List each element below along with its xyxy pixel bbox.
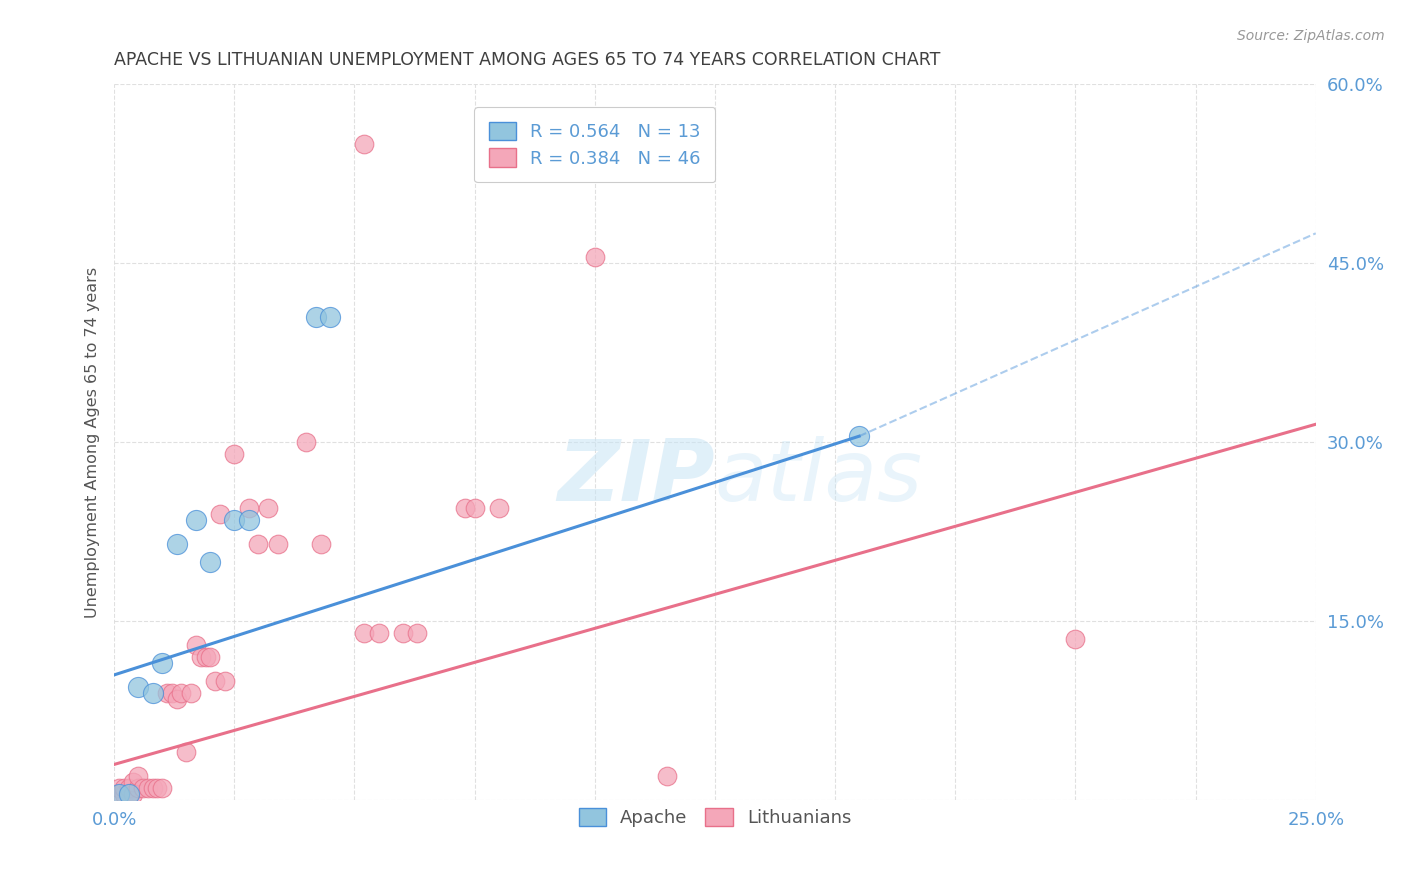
Legend: Apache, Lithuanians: Apache, Lithuanians bbox=[571, 800, 859, 834]
Point bbox=[367, 626, 389, 640]
Point bbox=[309, 536, 332, 550]
Point bbox=[238, 500, 260, 515]
Point bbox=[156, 686, 179, 700]
Point bbox=[132, 781, 155, 796]
Point bbox=[319, 310, 342, 324]
Point bbox=[117, 781, 139, 796]
Point bbox=[122, 787, 145, 801]
Point bbox=[295, 435, 318, 450]
Point bbox=[266, 536, 288, 550]
Point bbox=[464, 500, 486, 515]
Point bbox=[127, 781, 149, 796]
Point bbox=[108, 781, 131, 796]
Point bbox=[583, 250, 606, 264]
Text: atlas: atlas bbox=[716, 436, 922, 519]
Point bbox=[200, 555, 222, 569]
Text: Source: ZipAtlas.com: Source: ZipAtlas.com bbox=[1237, 29, 1385, 43]
Point bbox=[174, 746, 197, 760]
Text: ZIP: ZIP bbox=[557, 436, 716, 519]
Point bbox=[184, 638, 207, 652]
Point bbox=[305, 310, 328, 324]
Point bbox=[190, 650, 212, 665]
Point bbox=[108, 787, 131, 801]
Point bbox=[238, 513, 260, 527]
Point bbox=[112, 787, 135, 801]
Y-axis label: Unemployment Among Ages 65 to 74 years: Unemployment Among Ages 65 to 74 years bbox=[86, 267, 100, 618]
Point bbox=[117, 787, 139, 801]
Text: APACHE VS LITHUANIAN UNEMPLOYMENT AMONG AGES 65 TO 74 YEARS CORRELATION CHART: APACHE VS LITHUANIAN UNEMPLOYMENT AMONG … bbox=[114, 51, 941, 69]
Point bbox=[112, 781, 135, 796]
Point bbox=[166, 691, 188, 706]
Point bbox=[257, 500, 280, 515]
Point bbox=[180, 686, 202, 700]
Point bbox=[353, 626, 375, 640]
Point bbox=[200, 650, 222, 665]
Point bbox=[247, 536, 270, 550]
Point bbox=[142, 781, 165, 796]
Point bbox=[224, 513, 246, 527]
Point bbox=[406, 626, 429, 640]
Point bbox=[127, 769, 149, 783]
Point bbox=[117, 787, 139, 801]
Point bbox=[208, 507, 231, 521]
Point bbox=[488, 500, 510, 515]
Point bbox=[142, 686, 165, 700]
Point bbox=[150, 656, 173, 670]
Point bbox=[848, 429, 870, 443]
Point bbox=[184, 513, 207, 527]
Point bbox=[194, 650, 217, 665]
Point bbox=[204, 673, 226, 688]
Point bbox=[454, 500, 477, 515]
Point bbox=[214, 673, 236, 688]
Point bbox=[353, 136, 375, 151]
Point bbox=[655, 769, 678, 783]
Point bbox=[150, 781, 173, 796]
Point bbox=[136, 781, 159, 796]
Point bbox=[170, 686, 193, 700]
Point bbox=[122, 775, 145, 789]
Point bbox=[224, 447, 246, 461]
Point bbox=[160, 686, 183, 700]
Point bbox=[146, 781, 169, 796]
Point bbox=[166, 536, 188, 550]
Point bbox=[1064, 632, 1087, 646]
Point bbox=[391, 626, 413, 640]
Point bbox=[127, 680, 149, 694]
Point bbox=[108, 787, 131, 801]
